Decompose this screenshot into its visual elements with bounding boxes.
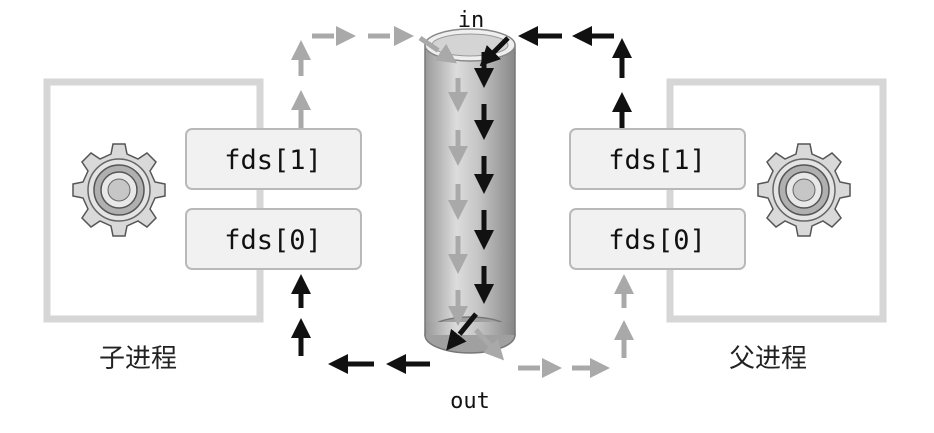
parent-process-label: 父进程 — [729, 344, 807, 374]
parent-fds1-box: fds[1] — [569, 128, 746, 190]
child-fds1-box: fds[1] — [185, 128, 362, 190]
pipe-out-label: out — [450, 389, 490, 414]
gear-icon — [72, 143, 166, 237]
fd-label: fds[1] — [224, 145, 322, 176]
fd-label: fds[1] — [608, 145, 706, 176]
child-fds0-box: fds[0] — [185, 208, 362, 270]
parent-write-flow — [479, 26, 632, 128]
gear-icon — [757, 143, 851, 237]
pipe-cylinder — [424, 28, 516, 354]
fd-label: fds[0] — [224, 225, 322, 256]
parent-fds0-box: fds[0] — [569, 208, 746, 270]
child-write-flow — [291, 26, 457, 128]
parent-read-flow — [474, 274, 634, 378]
child-process-label: 子进程 — [99, 344, 177, 374]
child-read-flow — [291, 274, 478, 374]
fd-label: fds[0] — [608, 225, 706, 256]
pipe-in-label: in — [458, 8, 485, 33]
